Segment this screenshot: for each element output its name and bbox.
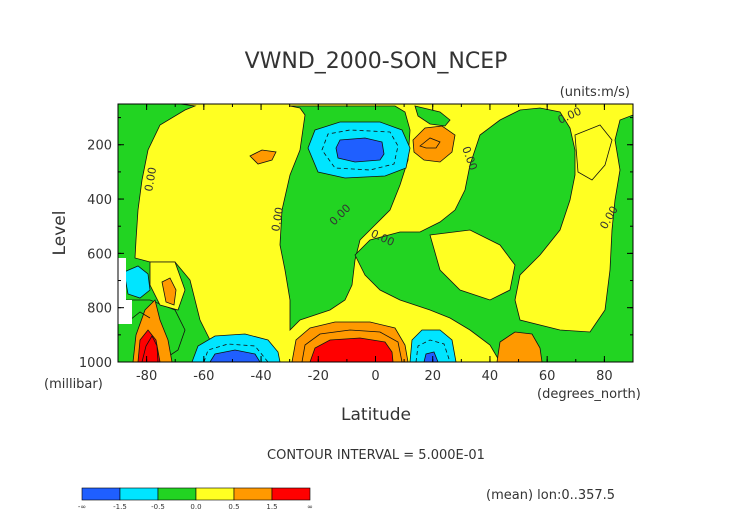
blue-region-surface-20N xyxy=(423,351,439,362)
colorbar-label: -∞ xyxy=(78,503,86,511)
solid-contour-southwest-2 xyxy=(129,311,151,321)
green-region-top-north xyxy=(414,105,451,127)
yellow-pocket-north-2 xyxy=(574,124,613,181)
orange-region-surface-55N xyxy=(496,331,543,362)
colorbar-label: 0.0 xyxy=(190,503,201,511)
colorbar: -∞ -1.5 -0.5 0.0 0.5 1.5 ∞ xyxy=(78,487,313,511)
colorbar-label: 1.5 xyxy=(266,503,277,511)
x-units-label: (degrees_north) xyxy=(537,387,641,402)
orange-region-upper-25N xyxy=(412,125,456,163)
contour-interval-text: CONTOUR INTERVAL = 5.000E-01 xyxy=(267,448,485,463)
cyan-region-southwest xyxy=(123,265,151,299)
units-label: (units:m/s) xyxy=(560,85,630,100)
missing-data-area-2 xyxy=(118,300,132,324)
contour-label: 0.00 xyxy=(142,166,159,192)
x-tick-label: 0 xyxy=(371,369,379,384)
colorbar-label: ∞ xyxy=(307,503,313,511)
x-tick-label: 80 xyxy=(596,369,613,384)
colorbar-label: -1.5 xyxy=(113,503,127,511)
x-tick-label: -60 xyxy=(193,369,214,384)
y-tick-label: 600 xyxy=(87,247,112,262)
footer-text: (mean) lon:0..357.5 xyxy=(486,488,615,503)
colorbar-swatch xyxy=(119,487,159,501)
x-tick-label: 20 xyxy=(424,369,441,384)
dashed-contour-surface-50S xyxy=(203,343,269,362)
colorbar-label: 0.5 xyxy=(228,503,239,511)
yellow-pocket-north-1 xyxy=(429,229,516,301)
colorbar-swatch xyxy=(157,487,197,501)
cyan-region-surface-20N xyxy=(409,329,457,362)
y-axis: 200 400 600 800 1000 xyxy=(79,117,633,371)
green-region-north xyxy=(354,107,633,362)
y-tick-label: 1000 xyxy=(79,356,112,371)
x-tick-label: 60 xyxy=(539,369,556,384)
dashed-contour-upper xyxy=(321,129,399,171)
y-tick-label: 800 xyxy=(87,302,112,317)
orange-region-upper-40S xyxy=(249,149,277,165)
red-region-surface-equator xyxy=(309,337,394,362)
y-tick-label: 200 xyxy=(87,139,112,154)
blue-region-surface-50S xyxy=(209,349,261,362)
chart-title: VWND_2000-SON_NCEP xyxy=(245,49,508,74)
colorbar-swatch xyxy=(233,487,273,501)
x-tick-label: -40 xyxy=(250,369,271,384)
colorbar-swatch xyxy=(195,487,235,501)
colorbar-swatch xyxy=(271,487,311,501)
dashed-contour-surface-20N xyxy=(415,339,451,362)
orange-region-south-mid xyxy=(161,277,177,306)
red-region-southwest xyxy=(137,329,161,362)
y-units-label: (millibar) xyxy=(44,377,103,392)
missing-data-area xyxy=(118,258,126,324)
contour-field xyxy=(118,104,633,362)
solid-contour-upper-25N xyxy=(419,137,441,149)
solid-contour-southwest xyxy=(141,335,159,362)
x-axis-title: Latitude xyxy=(341,405,411,425)
y-axis-title: Level xyxy=(50,211,70,256)
x-tick-label: -20 xyxy=(308,369,329,384)
colorbar-label: -0.5 xyxy=(151,503,165,511)
contour-label: 0.00 xyxy=(269,206,286,232)
colorbar-swatch xyxy=(81,487,121,501)
x-tick-label: 40 xyxy=(482,369,499,384)
blue-region-upper-equator xyxy=(335,137,385,163)
x-axis: -80 -60 -40 -20 0 20 40 60 80 xyxy=(117,104,634,384)
x-tick-label: -80 xyxy=(136,369,157,384)
y-tick-label: 400 xyxy=(87,193,112,208)
solid-contour-surface-equator xyxy=(301,329,403,362)
